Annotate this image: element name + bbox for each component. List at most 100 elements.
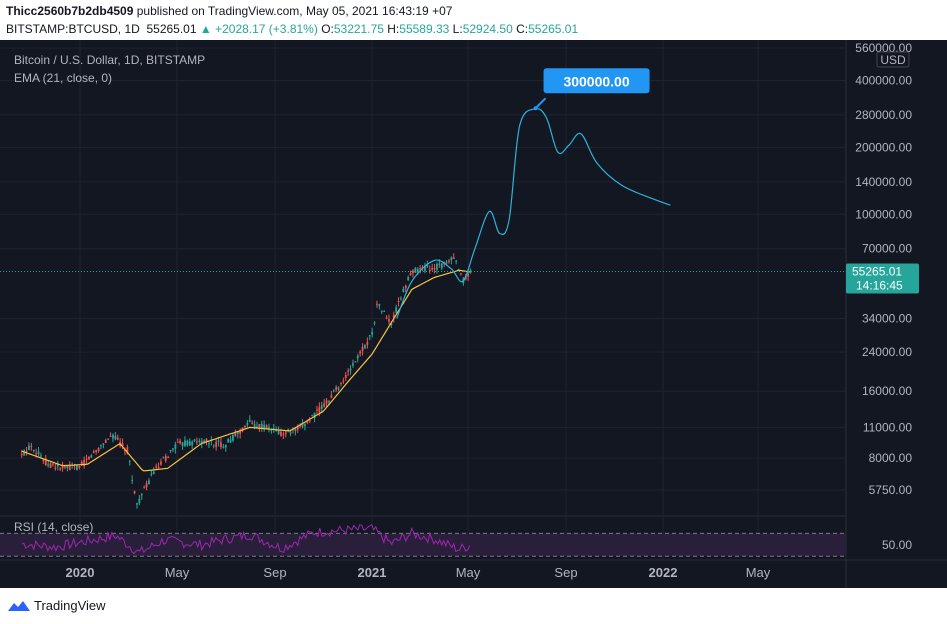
candle-body <box>445 261 448 264</box>
candle-body <box>35 453 38 455</box>
candle-body <box>68 464 71 471</box>
candle-body <box>73 465 76 467</box>
x-tick-label: May <box>165 565 190 580</box>
candle-body <box>368 335 371 337</box>
candle-body <box>352 363 354 366</box>
candle-body <box>301 423 304 427</box>
candle-body <box>265 425 268 430</box>
footer: TradingView <box>0 588 947 624</box>
y-tick-label: 200000.00 <box>855 140 912 154</box>
candle-body <box>284 432 287 435</box>
ohlc-line: BITSTAMP:BTCUSD, 1D 55265.01 ▲ +2028.17 … <box>6 22 578 36</box>
x-tick-label: Sep <box>554 565 577 580</box>
candle-body <box>215 441 218 447</box>
candle-body <box>452 257 455 259</box>
tradingview-logo-icon[interactable] <box>7 599 31 613</box>
candle-body <box>277 430 280 435</box>
y-tick-label: 8000.00 <box>869 451 913 465</box>
y-tick-label: 400000.00 <box>855 73 912 87</box>
plot-pane <box>0 40 846 588</box>
candle-body <box>162 457 165 459</box>
low-label: L: <box>452 22 463 36</box>
candle-body <box>332 390 335 392</box>
candle-body <box>308 420 311 422</box>
candle-body <box>320 405 323 409</box>
candle-body <box>198 440 201 442</box>
candle-body <box>268 427 270 430</box>
candle-body <box>229 439 232 443</box>
candle-body <box>400 298 402 300</box>
symbol-label: BITSTAMP:BTCUSD, 1D <box>6 22 140 36</box>
candle-body <box>313 412 316 418</box>
candle-body <box>160 461 162 465</box>
candle-body <box>294 427 297 432</box>
y-tick-label: 24000.00 <box>862 345 912 359</box>
chart-area[interactable]: 2020 May Sep 2021 May Sep 2022 May 560000.00 4000… <box>0 40 947 588</box>
candle-body <box>128 460 131 462</box>
last-price-label: 55265.01 <box>852 265 902 279</box>
candle-body <box>347 370 350 372</box>
candle-body <box>95 450 98 452</box>
open-label: O: <box>321 22 334 36</box>
candle-body <box>138 498 141 504</box>
candle-body <box>402 288 405 292</box>
candle-body <box>234 433 237 437</box>
candle-body <box>97 447 100 452</box>
candle-body <box>47 464 50 466</box>
x-tick-label: May <box>746 565 771 580</box>
candle-body <box>112 434 114 439</box>
candle-body <box>148 480 150 485</box>
candle-body <box>44 458 47 466</box>
candle-body <box>383 310 386 312</box>
candle-body <box>140 494 143 496</box>
price-chart[interactable]: 2020 May Sep 2021 May Sep 2022 May560000.004000… <box>0 40 947 588</box>
candle-body <box>390 322 393 326</box>
rsi-legend[interactable]: RSI (14, close) <box>14 520 94 534</box>
candle-body <box>306 421 309 423</box>
candle-body <box>236 431 239 434</box>
currency-badge <box>876 51 910 68</box>
open-value: 53221.75 <box>333 22 384 36</box>
candle-body <box>83 459 86 467</box>
x-tick-label: Sep <box>263 565 286 580</box>
candle-body <box>311 415 314 417</box>
candle-body <box>378 304 381 306</box>
annotation-bubble <box>543 68 650 94</box>
high-value: 55589.33 <box>399 22 450 36</box>
candle-body <box>222 446 225 448</box>
ema-line <box>21 269 470 472</box>
candle-body <box>224 444 227 448</box>
candle-body <box>299 425 302 427</box>
candle-body <box>150 473 153 475</box>
ema-legend[interactable]: EMA (21, close, 0) <box>14 71 113 85</box>
candle-body <box>104 440 107 443</box>
symbol-legend[interactable]: Bitcoin / U.S. Dollar, 1D, BITSTAMP <box>14 53 206 67</box>
candle-body <box>364 345 366 349</box>
candle-body <box>66 465 69 468</box>
candle-body <box>203 440 206 444</box>
candle-body <box>200 441 203 444</box>
y-tick-label: 140000.00 <box>855 175 912 189</box>
candle-body <box>88 456 90 460</box>
candle-body <box>388 319 390 322</box>
candle-body <box>179 440 182 444</box>
rsi-line <box>21 523 471 555</box>
candle-body <box>263 424 266 429</box>
candle-body <box>428 269 431 271</box>
candle-body <box>143 487 146 489</box>
last-price: 55265.01 <box>146 22 197 36</box>
candle-body <box>416 269 419 273</box>
tradingview-brand[interactable]: TradingView <box>34 598 106 613</box>
candle-body <box>244 425 246 428</box>
currency-label: USD <box>880 53 906 67</box>
candle-body <box>412 270 414 274</box>
y-tick-label: 34000.00 <box>862 311 912 325</box>
author-name[interactable]: Thicc2560b7b2db4509 <box>6 4 134 18</box>
candle-body <box>404 285 407 289</box>
countdown-label: 14:16:45 <box>856 279 903 293</box>
candle-body <box>287 429 290 431</box>
projection-path <box>396 108 671 319</box>
candle-body <box>304 424 306 426</box>
candle-body <box>174 444 177 449</box>
candle-body <box>335 386 338 390</box>
